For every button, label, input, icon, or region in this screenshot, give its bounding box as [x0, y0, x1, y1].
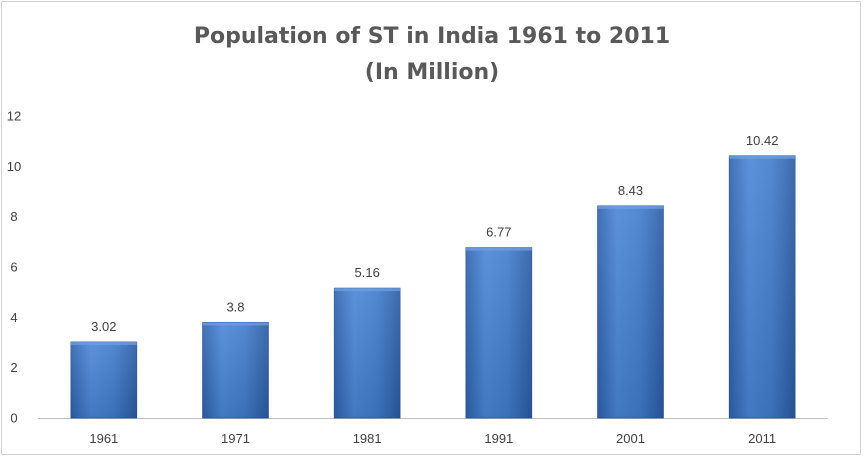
y-tick-label: 6	[10, 260, 17, 275]
y-tick-label: 8	[10, 209, 17, 224]
y-tick-label: 4	[10, 310, 17, 325]
bar-shade	[597, 205, 664, 418]
data-labels: 3.02 3.8 5.16 6.77 8.43 10.42	[91, 133, 778, 334]
bar	[202, 321, 269, 419]
x-tick-label: 1981	[353, 431, 382, 446]
bar-top-edge	[334, 288, 401, 292]
x-tick-label: 1991	[484, 431, 513, 446]
chart-title: Population of ST in India 1961 to 2011	[193, 24, 671, 49]
x-tick-label: 2011	[748, 431, 776, 446]
x-tick-label: 2001	[616, 431, 645, 446]
bar-top-edge	[729, 155, 796, 159]
bar	[597, 205, 664, 419]
y-tick-label: 10	[7, 159, 21, 174]
data-label: 6.77	[486, 225, 511, 240]
chart-subtitle: (In Million)	[364, 60, 500, 85]
bar-top-edge	[202, 322, 269, 326]
bar	[333, 287, 401, 419]
data-label: 8.43	[618, 183, 643, 198]
bar-shade	[729, 155, 796, 418]
bar-series	[70, 155, 796, 419]
data-label: 10.42	[746, 133, 779, 148]
bar-shade	[70, 341, 137, 418]
y-tick-label: 2	[10, 360, 17, 375]
bar-shade	[334, 288, 401, 418]
y-axis: 0 2 4 6 8 10 12	[7, 109, 21, 426]
data-label: 5.16	[355, 265, 380, 280]
data-label: 3.02	[91, 319, 116, 334]
y-tick-label: 0	[10, 411, 17, 426]
bar	[465, 247, 533, 419]
x-tick-label: 1971	[221, 431, 250, 446]
bar-top-edge	[597, 205, 664, 209]
y-tick-label: 12	[7, 109, 21, 124]
bar-top-edge	[465, 247, 532, 251]
x-tick-label: 1961	[89, 431, 118, 446]
x-axis-labels: 1961 1971 1981 1991 2001 2011	[89, 431, 776, 446]
bar	[70, 341, 138, 419]
bar	[728, 155, 796, 419]
bar-shade	[202, 322, 269, 418]
bar-shade	[465, 247, 532, 418]
data-label: 3.8	[226, 299, 244, 314]
bar-top-edge	[70, 341, 137, 345]
